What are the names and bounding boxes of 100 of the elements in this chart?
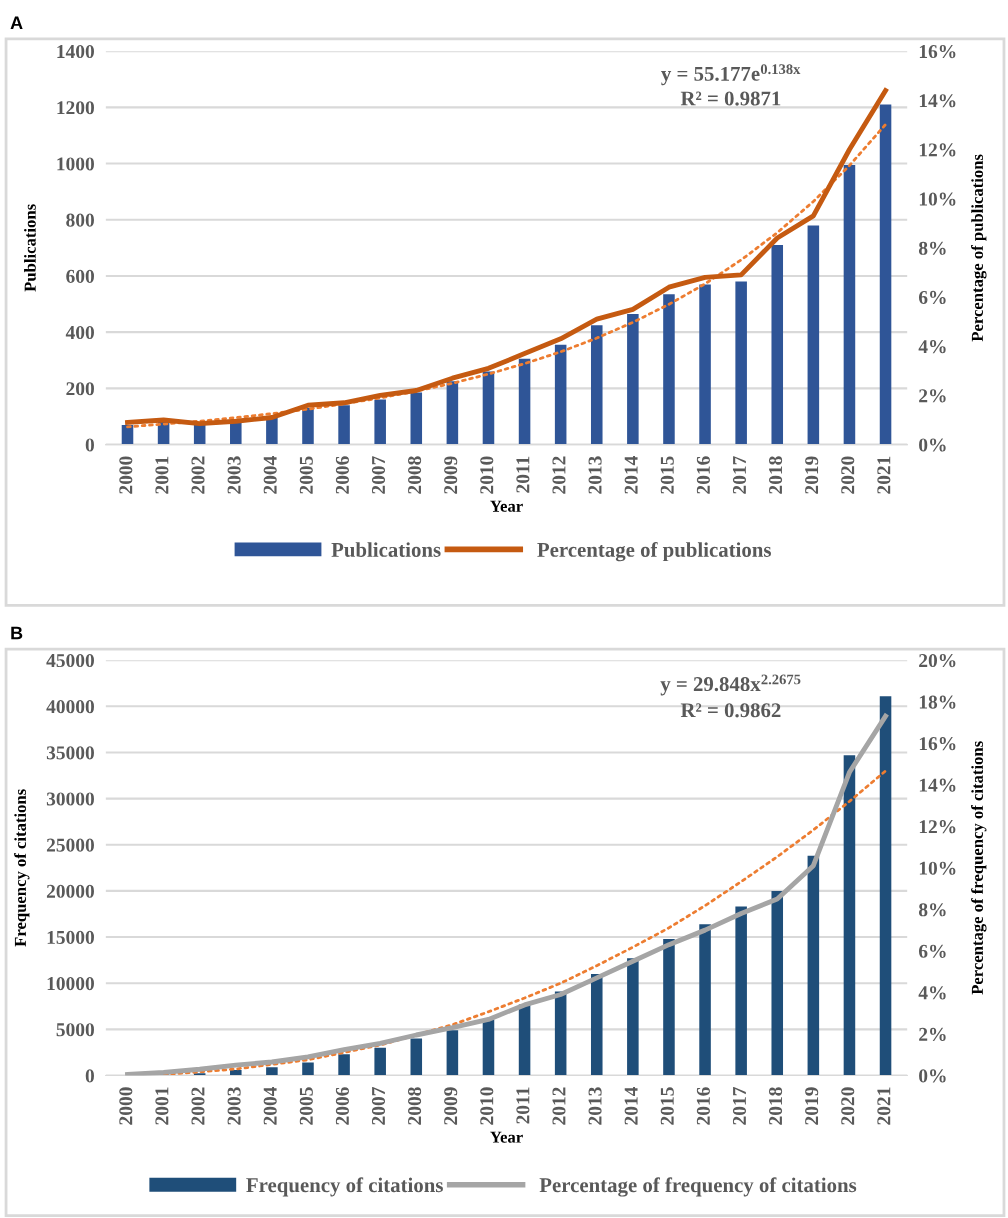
- bar: [302, 408, 314, 445]
- x-tick-label: 2005: [299, 456, 313, 494]
- y-tick-label: 1200: [57, 101, 94, 115]
- bar: [482, 1019, 495, 1076]
- legend-label: Frequency of citations: [246, 1177, 443, 1197]
- x-tick-label: 2015: [660, 1087, 674, 1125]
- x-tick-label: 2007: [371, 1087, 386, 1125]
- y-tick-label: 15000: [47, 930, 94, 944]
- bar: [771, 890, 784, 1076]
- y2-tick-label: 12%: [919, 820, 956, 834]
- y-tick-label: 0: [85, 1069, 94, 1083]
- y-tick-label: 35000: [46, 746, 94, 760]
- y-tick-label: 1400: [57, 44, 94, 59]
- annotation: R² = 0.9871: [680, 91, 781, 106]
- x-tick-label: 2006: [335, 456, 349, 494]
- bar: [771, 245, 784, 445]
- y-tick-label: 400: [65, 325, 94, 340]
- bar: [590, 973, 603, 1076]
- chart-title: A: [10, 16, 23, 30]
- x-tick-label: 2011: [516, 456, 530, 493]
- x-tick-label: 2013: [588, 1087, 602, 1125]
- x-tick-label: 2002: [191, 456, 205, 494]
- y2-tick-label: 16%: [919, 44, 956, 59]
- x-tick-label: 2012: [552, 1087, 566, 1125]
- y2-axis-title: Percentage of frequency of citations: [971, 741, 987, 995]
- bar: [374, 399, 386, 445]
- y2-tick-label: 16%: [919, 737, 956, 751]
- x-tick-label: 2003: [227, 1087, 241, 1125]
- bar: [807, 855, 820, 1076]
- bar: [230, 422, 242, 445]
- x-tick-label: 2009: [444, 456, 458, 494]
- bar: [338, 405, 350, 445]
- y2-tick-label: 12%: [919, 143, 956, 157]
- x-tick-label: 2020: [841, 1087, 855, 1125]
- bar: [590, 325, 603, 445]
- bar: [446, 381, 459, 445]
- y-tick-label: 45000: [46, 653, 94, 668]
- x-tick-label: 2003: [227, 456, 241, 494]
- y2-tick-label: 4%: [918, 986, 946, 1000]
- x-tick-label: 2009: [444, 1087, 458, 1125]
- legend-label: Percentage of publications: [537, 542, 771, 562]
- bar: [843, 164, 856, 445]
- y2-tick-label: 6%: [918, 944, 946, 958]
- x-tick-label: 2005: [299, 1087, 313, 1125]
- bar: [627, 313, 639, 445]
- y2-tick-label: 0%: [919, 1069, 946, 1083]
- x-tick-label: 2014: [624, 456, 638, 494]
- y2-tick-label: 10%: [919, 192, 956, 206]
- y2-axis-title: Percentage of publications: [971, 154, 987, 342]
- bar: [302, 1062, 314, 1076]
- bar: [699, 924, 711, 1076]
- x-tick-label: 2018: [768, 1087, 783, 1125]
- x-tick-label: 2001: [155, 1087, 169, 1125]
- y2-tick-label: 6%: [918, 290, 946, 305]
- chart-title: B: [11, 626, 23, 640]
- x-tick-label: 2012: [552, 456, 566, 494]
- x-tick-label: 2002: [191, 1087, 205, 1125]
- y2-tick-label: 10%: [919, 861, 956, 875]
- y-tick-label: 1000: [57, 157, 94, 171]
- x-tick-label: 2021: [877, 1087, 891, 1125]
- y-axis-title: Publications: [24, 204, 36, 292]
- y-tick-label: 10000: [47, 977, 94, 991]
- y2-tick-label: 0%: [919, 438, 946, 452]
- legend-label: Publications: [331, 542, 441, 557]
- y-tick-label: 5000: [56, 1023, 94, 1037]
- bar: [446, 1030, 459, 1076]
- y2-tick-label: 2%: [919, 389, 946, 403]
- x-tick-label: 2013: [588, 456, 602, 494]
- y-tick-label: 40000: [46, 700, 94, 714]
- bar: [410, 392, 423, 445]
- x-tick-label: 2011: [516, 1087, 530, 1124]
- y-tick-label: 20000: [46, 884, 94, 898]
- bar: [735, 281, 747, 445]
- y2-tick-label: 14%: [919, 778, 956, 792]
- x-tick-label: 2004: [263, 1086, 277, 1125]
- y-axis-title: Frequency of citations: [14, 789, 30, 947]
- x-tick-label: 2017: [732, 456, 747, 494]
- x-tick-label: 2007: [371, 456, 386, 494]
- x-tick-label: 2010: [480, 1087, 494, 1125]
- x-tick-label: 2014: [624, 1086, 638, 1125]
- bar: [807, 225, 820, 445]
- legend-label: Percentage of frequency of citations: [539, 1177, 857, 1197]
- x-tick-label: 2019: [805, 1087, 819, 1125]
- bar: [338, 1054, 350, 1076]
- bar: [518, 1004, 531, 1076]
- bar: [663, 294, 675, 445]
- bar: [266, 1067, 278, 1076]
- bar: [410, 1038, 423, 1076]
- y-tick-label: 0: [85, 438, 94, 452]
- y-tick-label: 800: [66, 213, 94, 227]
- y-tick-label: 25000: [46, 838, 94, 852]
- bar: [699, 284, 711, 445]
- x-tick-label: 2016: [696, 456, 710, 494]
- x-tick-label: 2017: [732, 1087, 747, 1125]
- x-tick-label: 2018: [768, 456, 783, 494]
- annotation: y = 29.848x$^{2.2675}$: [660, 674, 801, 696]
- y-tick-label: 600: [66, 269, 94, 283]
- x-tick-label: 2010: [480, 456, 494, 494]
- y2-tick-label: 14%: [919, 94, 956, 108]
- x-tick-label: 2021: [877, 456, 891, 494]
